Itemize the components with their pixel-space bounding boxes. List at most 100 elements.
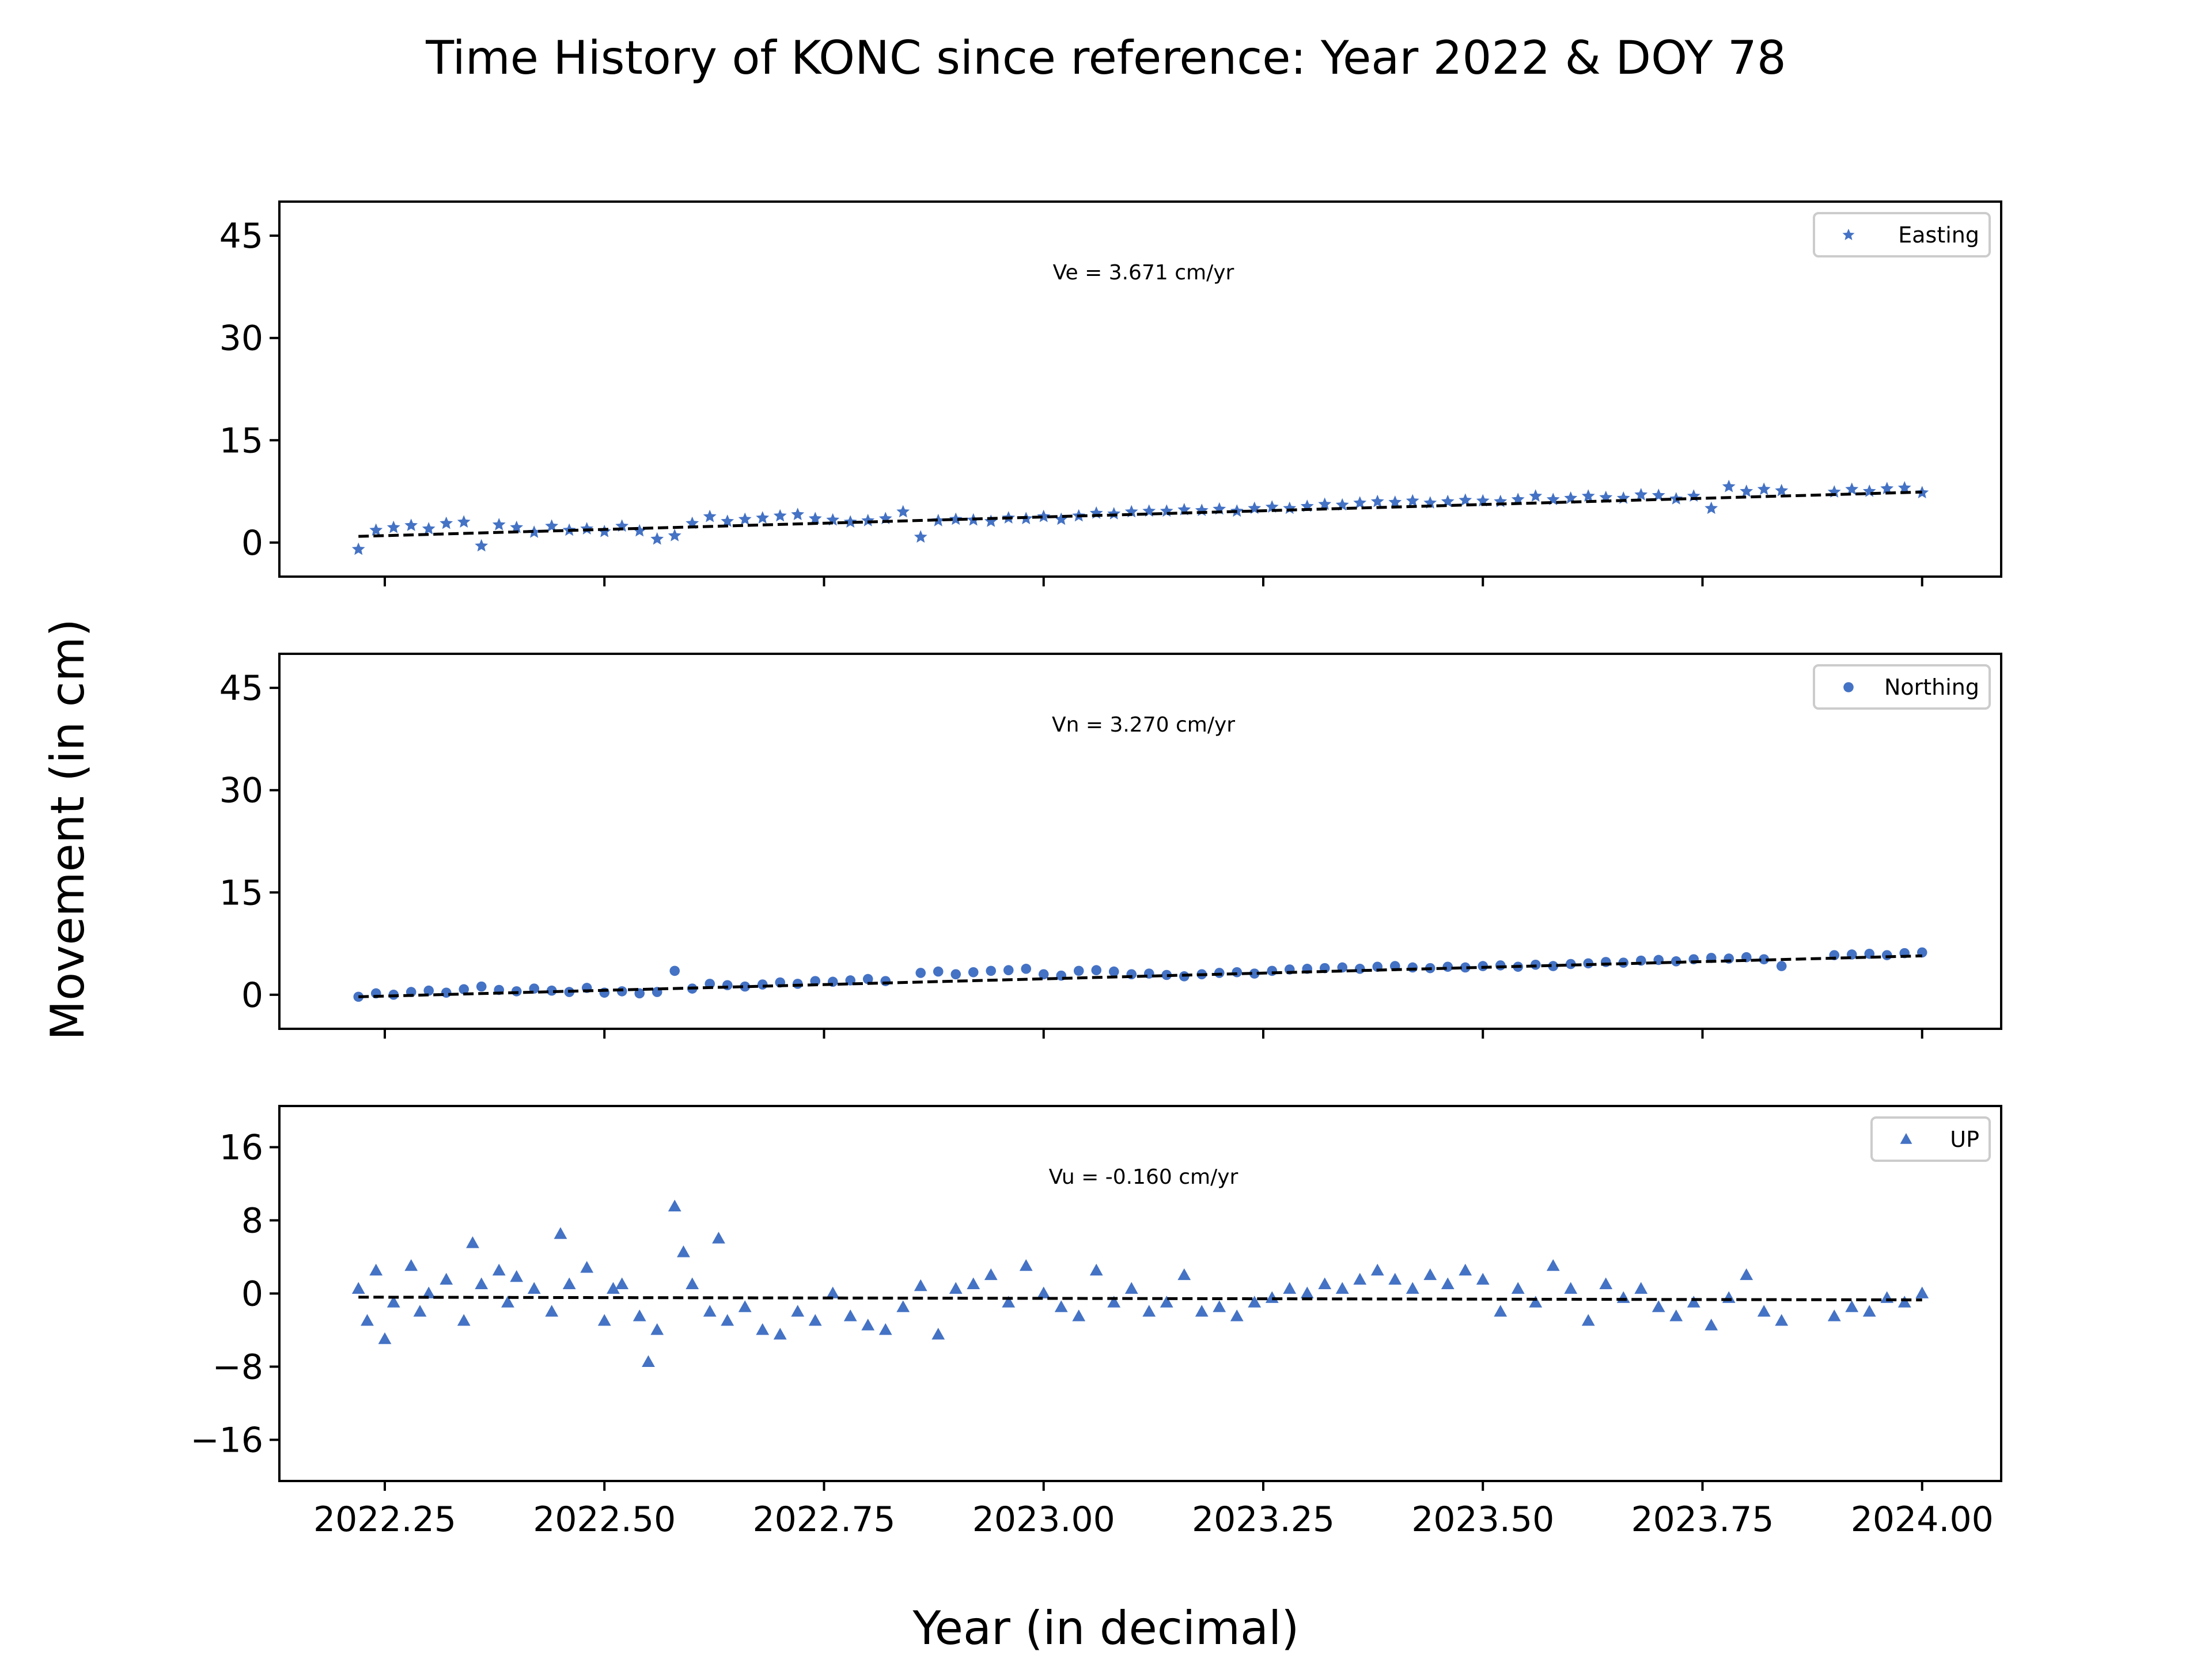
northing-point	[1776, 961, 1787, 971]
plot-frame	[278, 200, 2002, 578]
up-point	[721, 1314, 734, 1326]
northing-point	[880, 976, 891, 986]
up-point	[1248, 1296, 1262, 1308]
northing-point	[722, 980, 733, 991]
up-point	[826, 1286, 840, 1298]
easting-point	[545, 519, 559, 532]
easting-point	[1054, 512, 1068, 525]
easting-point	[984, 514, 998, 527]
up-point	[712, 1232, 725, 1244]
up-point	[1072, 1309, 1086, 1321]
up-point	[756, 1323, 770, 1335]
up-point	[931, 1327, 945, 1340]
up-point	[457, 1314, 471, 1326]
up-point	[1915, 1286, 1929, 1298]
easting-point	[1107, 507, 1121, 520]
northing-point	[1038, 969, 1049, 980]
up-point	[607, 1282, 620, 1294]
northing-point	[1003, 965, 1014, 976]
up-point	[1406, 1282, 1419, 1294]
northing-point	[1548, 961, 1559, 971]
up-point	[1827, 1309, 1841, 1321]
easting-point	[597, 524, 611, 537]
up-point	[1142, 1305, 1156, 1317]
x-tick-label: 2023.50	[1411, 1499, 1554, 1540]
up-point	[1441, 1277, 1455, 1290]
up-point	[949, 1282, 963, 1294]
up-point	[1616, 1291, 1630, 1303]
easting-point	[527, 525, 541, 538]
easting-point	[703, 509, 717, 522]
northing-velocity-label: Vn = 3.270 cm/yr	[1052, 713, 1235, 737]
easting-point	[896, 505, 910, 518]
up-point	[1511, 1282, 1525, 1294]
easting-point	[1740, 484, 1753, 497]
up-point	[1845, 1300, 1859, 1312]
up-point	[914, 1279, 927, 1291]
up-point	[1581, 1314, 1595, 1326]
northing-points	[353, 947, 1927, 1002]
easting-point	[791, 507, 805, 520]
plot-frame	[278, 653, 2002, 1030]
up-point	[361, 1314, 374, 1326]
up-point	[1459, 1263, 1472, 1276]
easting-point	[1283, 501, 1297, 514]
up-points	[351, 1199, 1929, 1367]
up-velocity-label: Vu = -0.160 cm/yr	[1049, 1165, 1238, 1189]
easting-point	[1775, 483, 1789, 497]
up-point	[1300, 1286, 1314, 1298]
y-tick-label: 45	[219, 216, 263, 256]
easting-legend-marker	[1842, 229, 1855, 240]
easting-point	[1634, 488, 1648, 501]
up-point	[632, 1309, 646, 1321]
up-point	[1652, 1300, 1665, 1312]
up-point	[984, 1268, 998, 1281]
up-point	[1564, 1282, 1578, 1294]
up-point	[1318, 1277, 1332, 1290]
easting-point	[351, 542, 365, 555]
northing-point	[1759, 954, 1770, 965]
up-point	[878, 1323, 892, 1335]
up-panel: −16 −8 0 8 16 2022.25 2022.50 2022.75 2023.00 202…	[190, 1105, 2002, 1540]
up-point	[1599, 1277, 1613, 1290]
up-legend: UP	[1870, 1116, 1991, 1162]
easting-point	[1652, 488, 1665, 501]
northing-point	[933, 966, 944, 977]
easting-point	[1318, 497, 1332, 510]
easting-point	[843, 515, 857, 528]
easting-point	[949, 512, 963, 525]
northing-point	[757, 979, 768, 990]
up-point	[1002, 1296, 1016, 1308]
easting-point	[808, 512, 822, 525]
up-point	[615, 1277, 629, 1290]
easting-point	[1529, 489, 1543, 502]
easting-point	[1897, 481, 1911, 494]
northing-point	[1354, 964, 1365, 974]
up-point	[475, 1277, 488, 1290]
up-point	[1634, 1282, 1648, 1294]
y-tick-label: −16	[190, 1421, 263, 1461]
up-point	[1160, 1296, 1173, 1308]
up-point	[413, 1305, 427, 1317]
easting-point	[1406, 494, 1419, 507]
up-point	[1124, 1282, 1138, 1294]
up-point	[404, 1259, 418, 1271]
easting-point	[1757, 482, 1771, 495]
northing-point	[740, 981, 751, 992]
up-point	[1353, 1272, 1367, 1285]
easting-point	[1845, 482, 1859, 495]
easting-point	[861, 513, 875, 527]
easting-points	[351, 479, 1929, 555]
easting-point	[1441, 494, 1455, 507]
up-point	[580, 1261, 594, 1273]
up-point	[1705, 1319, 1718, 1331]
x-tick-label: 2022.25	[313, 1499, 456, 1540]
up-point	[1107, 1296, 1121, 1308]
up-point	[1494, 1305, 1508, 1317]
easting-point	[650, 532, 664, 545]
northing-point	[546, 985, 557, 996]
up-point	[501, 1296, 514, 1308]
easting-point	[580, 522, 594, 535]
up-point	[1775, 1314, 1789, 1326]
y-tick-label: 45	[219, 668, 263, 709]
